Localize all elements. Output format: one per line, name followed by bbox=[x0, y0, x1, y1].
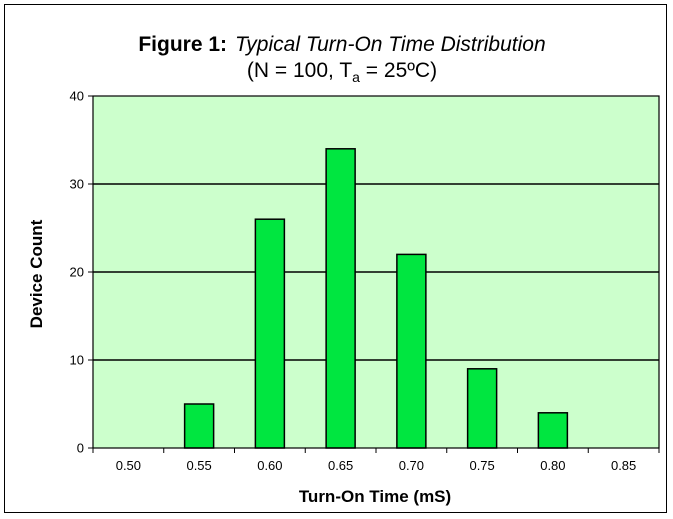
chart-subtitle-pre: (N = 100, T bbox=[247, 59, 352, 82]
chart-title-text: Typical Turn-On Time Distribution bbox=[235, 33, 546, 56]
x-tick-label: 0.60 bbox=[257, 458, 282, 473]
y-tick-label: 30 bbox=[70, 177, 84, 192]
bar-0.60 bbox=[254, 218, 286, 449]
bars bbox=[183, 148, 569, 449]
x-axis-ticks: 0.50 0.55 0.60 0.65 0.70 0.75 0.80 0.85 bbox=[92, 448, 660, 473]
chart-subtitle-subscript: a bbox=[352, 69, 360, 85]
bar-0.55 bbox=[183, 403, 215, 449]
chart-subtitle-post: = 25ºC) bbox=[360, 59, 437, 82]
bar-0.70 bbox=[396, 253, 427, 449]
x-axis-label: Turn-On Time (mS) bbox=[299, 487, 451, 506]
bar-0.75 bbox=[466, 368, 498, 449]
y-tick-label: 10 bbox=[70, 353, 84, 368]
gridlines bbox=[93, 183, 659, 361]
y-tick-label: 0 bbox=[77, 441, 84, 456]
chart-subtitle: (N = 100, Ta = 25ºC) bbox=[247, 59, 437, 85]
y-axis-ticks: 0 10 20 30 40 bbox=[70, 89, 93, 456]
x-tick-label: 0.70 bbox=[399, 458, 424, 473]
chart-title: Figure 1: Typical Turn-On Time Distributi… bbox=[138, 33, 545, 56]
x-tick-label: 0.80 bbox=[540, 458, 565, 473]
y-tick-label: 40 bbox=[70, 89, 84, 104]
bar-0.80 bbox=[537, 412, 569, 449]
chart-title-prefix: Figure 1: bbox=[138, 33, 227, 56]
x-tick-label: 0.50 bbox=[116, 458, 141, 473]
bar-0.65 bbox=[325, 148, 356, 449]
x-tick-label: 0.55 bbox=[186, 458, 211, 473]
y-axis-label: Device Count bbox=[27, 219, 46, 328]
x-tick-label: 0.85 bbox=[611, 458, 636, 473]
x-tick-label: 0.75 bbox=[469, 458, 494, 473]
x-tick-label: 0.65 bbox=[328, 458, 353, 473]
y-tick-label: 20 bbox=[70, 265, 84, 280]
